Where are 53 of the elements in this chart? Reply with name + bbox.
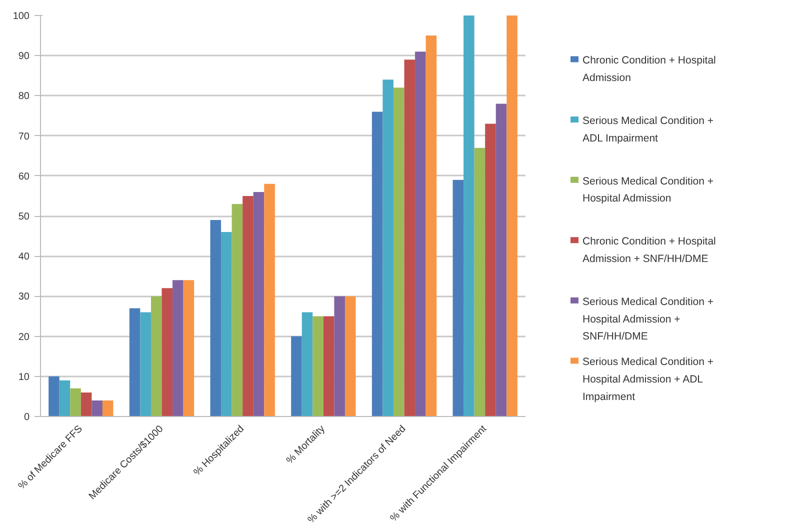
y-tick-label: 0 — [24, 412, 30, 423]
bar — [334, 296, 345, 416]
bar — [344, 296, 356, 416]
y-tick-label: 50 — [18, 212, 30, 222]
bar — [393, 88, 404, 416]
bar — [59, 380, 70, 416]
bar — [253, 192, 264, 416]
bar — [426, 36, 437, 416]
bar — [382, 80, 394, 416]
bar — [496, 104, 507, 416]
legend-label: Serious Medical Condition + Hospital Admission + SNF/HH/DME — [582, 296, 714, 343]
legend-label: Serious Medical Condition + Hospital Admission — [582, 175, 714, 205]
bar — [452, 180, 464, 416]
bar — [232, 204, 243, 416]
bar — [162, 288, 173, 416]
y-tick-label: 70 — [18, 131, 30, 142]
bar — [172, 280, 184, 416]
bar — [70, 388, 81, 416]
bar — [415, 52, 426, 416]
bar — [474, 148, 486, 416]
bar — [80, 392, 92, 416]
bar — [464, 16, 474, 416]
y-tick-label: 100 — [12, 11, 30, 22]
y-tick-label: 60 — [18, 171, 30, 182]
y-tick-label: 20 — [18, 332, 30, 343]
bar — [404, 60, 416, 416]
bar — [372, 112, 383, 416]
bar — [312, 316, 324, 416]
legend-label: Chronic Condition + Hospital Admission + SNF/HH/DME — [582, 236, 716, 265]
bar — [221, 232, 232, 416]
bar — [302, 312, 313, 416]
y-tick-label: 40 — [18, 252, 30, 263]
bar — [129, 308, 140, 416]
y-tick-label: 90 — [18, 51, 30, 62]
bar — [291, 336, 302, 416]
bar — [140, 312, 151, 416]
y-tick-label: 80 — [18, 91, 30, 102]
bar — [242, 196, 254, 416]
bar — [264, 184, 275, 416]
bar — [150, 296, 162, 416]
legend-label: Serious Medical Condition + Hospital Admission + ADL Impairment — [582, 356, 714, 403]
bar — [210, 220, 222, 416]
bar — [506, 16, 518, 416]
legend-label: Chronic Condition + Hospital Admission — [582, 54, 716, 84]
bar — [485, 124, 496, 416]
bar — [183, 280, 194, 416]
bar — [102, 400, 114, 416]
legend-label: Serious Medical Condition + ADL Impairment — [582, 114, 714, 144]
bar — [92, 400, 102, 416]
bar — [48, 376, 60, 416]
y-tick-label: 30 — [18, 292, 30, 303]
bar — [323, 316, 334, 416]
y-tick-label: 10 — [18, 372, 30, 383]
